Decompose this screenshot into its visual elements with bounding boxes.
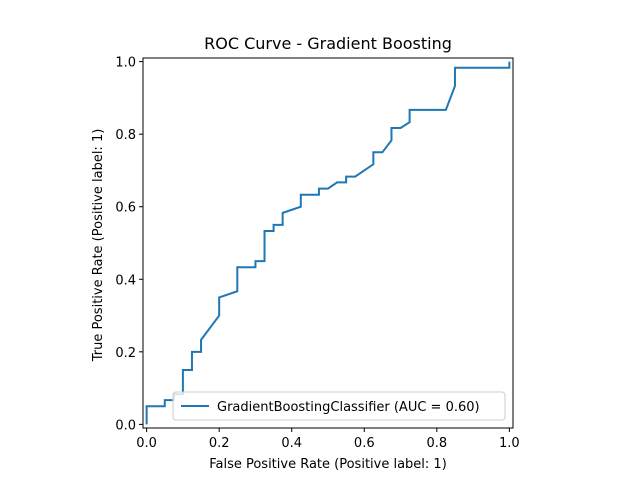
- roc-curve-line: [145, 61, 511, 425]
- plot-frame: [142, 57, 514, 429]
- y-axis-title: True Positive Rate (Positive label: 1): [91, 129, 106, 363]
- x-axis-title: False Positive Rate (Positive label: 1): [209, 457, 447, 472]
- x-tick-label: 0.2: [209, 436, 230, 451]
- plot-area: [142, 57, 514, 429]
- x-tick-label: 0.6: [354, 436, 375, 451]
- y-tick-label: 0.8: [115, 128, 136, 143]
- y-tick-label: 0.4: [115, 273, 136, 288]
- x-tick-label: 0.4: [281, 436, 302, 451]
- y-tick-label: 0.2: [115, 346, 136, 361]
- y-tick-label: 1.0: [115, 56, 136, 71]
- legend-label: GradientBoostingClassifier (AUC = 0.60): [217, 400, 480, 415]
- legend-box: [172, 391, 506, 421]
- series-layer: [145, 61, 511, 425]
- x-tick-label: 0.8: [426, 436, 447, 451]
- chart-title: ROC Curve - Gradient Boosting: [204, 34, 452, 53]
- legend: GradientBoostingClassifier (AUC = 0.60): [172, 391, 506, 421]
- x-tick-label: 0.0: [136, 436, 157, 451]
- y-axis-ticks: 0.0 0.2 0.4 0.6 0.8 1.0: [115, 56, 143, 433]
- y-tick-label: 0.0: [115, 418, 136, 433]
- y-tick-label: 0.6: [115, 201, 136, 216]
- x-axis-ticks: 0.0 0.2 0.4 0.6 0.8 1.0: [136, 428, 520, 451]
- x-tick-label: 1.0: [499, 436, 520, 451]
